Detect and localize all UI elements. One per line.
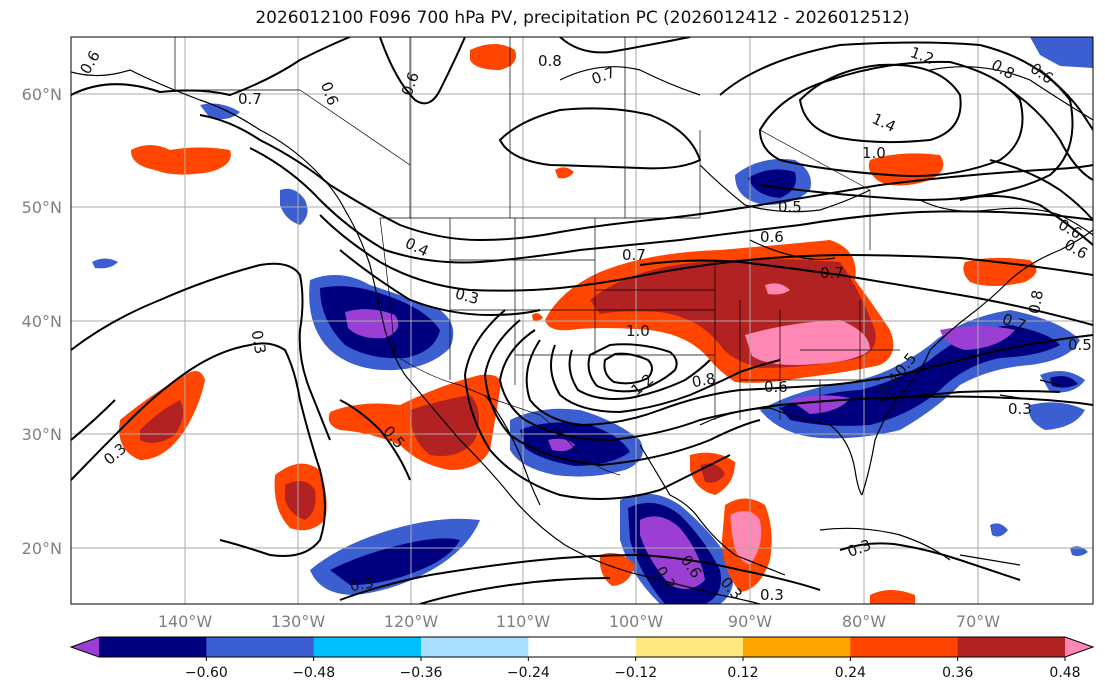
colorbar: −0.60 −0.48 −0.36 −0.24 −0.12 0.12 0.24 0.36 0.4… bbox=[69, 636, 1095, 681]
map-title: 2026012100 F096 700 hPa PV, precipitatio… bbox=[255, 8, 910, 28]
contour-label: 0.6 bbox=[764, 378, 788, 396]
colorbar-bin bbox=[99, 637, 207, 657]
lat-label: 50°N bbox=[22, 198, 62, 217]
colorbar-bin bbox=[635, 637, 744, 657]
contour-label: 0.8 bbox=[1025, 289, 1047, 316]
colorbar-tick-label: −0.36 bbox=[400, 665, 443, 681]
colorbar-extend-high bbox=[1065, 637, 1093, 657]
contour-label: 0.7 bbox=[238, 90, 262, 108]
contour-label: 0.5 bbox=[1068, 336, 1092, 354]
lon-label: 100°W bbox=[609, 612, 664, 631]
colorbar-bin bbox=[313, 637, 422, 657]
lon-label: 130°W bbox=[271, 612, 326, 631]
lon-label: 140°W bbox=[158, 612, 213, 631]
contour-label: 0.3 bbox=[348, 573, 375, 595]
lon-label: 80°W bbox=[842, 612, 886, 631]
lon-axis-labels: 140°W 130°W 120°W 110°W 100°W 90°W 80°W … bbox=[158, 612, 1000, 631]
lat-label: 60°N bbox=[22, 85, 62, 104]
colorbar-tick-label: 0.48 bbox=[1049, 665, 1080, 681]
colorbar-extend-low bbox=[71, 637, 99, 657]
contour-label: 1.0 bbox=[626, 322, 650, 340]
colorbar-bin bbox=[957, 637, 1066, 657]
colorbar-tick-label: −0.12 bbox=[614, 665, 657, 681]
contour-label: 0.8 bbox=[690, 369, 717, 391]
lat-label: 30°N bbox=[22, 425, 62, 444]
contour-label: 0.7 bbox=[622, 246, 646, 264]
contour-label: 0.6 bbox=[760, 228, 784, 246]
contour-label: 0.3 bbox=[248, 329, 270, 356]
colorbar-bin bbox=[850, 637, 959, 657]
colorbar-tick-label: −0.60 bbox=[185, 665, 228, 681]
colorbar-bin bbox=[206, 637, 315, 657]
contour-label: 0.3 bbox=[760, 586, 784, 604]
pv-contours bbox=[71, 37, 1093, 604]
precip-anomaly-fill bbox=[92, 37, 1093, 604]
lon-label: 70°W bbox=[956, 612, 1000, 631]
lon-label: 90°W bbox=[728, 612, 772, 631]
lat-label: 20°N bbox=[22, 539, 62, 558]
contour-label: 0.8 bbox=[538, 52, 562, 70]
colorbar-bin bbox=[421, 637, 529, 657]
colorbar-tick-label: −0.24 bbox=[507, 665, 550, 681]
lon-label: 110°W bbox=[496, 612, 551, 631]
colorbar-tick-label: 0.24 bbox=[835, 665, 866, 681]
graticule bbox=[71, 37, 1093, 604]
colorbar-tick-label: 0.36 bbox=[942, 665, 973, 681]
lat-axis-labels: 60°N 50°N 40°N 30°N 20°N bbox=[22, 85, 62, 558]
map-frame bbox=[70, 36, 1094, 605]
colorbar-tick-label: 0.12 bbox=[727, 665, 758, 681]
contour-label: 0.5 bbox=[778, 198, 802, 216]
lat-label: 40°N bbox=[22, 312, 62, 331]
colorbar-tick-label: −0.48 bbox=[292, 665, 335, 681]
colorbar-bin bbox=[528, 637, 637, 657]
colorbar-bin bbox=[743, 637, 851, 657]
contour-label: 0.7 bbox=[820, 264, 844, 282]
contour-label: 1.0 bbox=[862, 144, 886, 162]
contour-label: 0.3 bbox=[1008, 400, 1032, 418]
contour-label: 0.3 bbox=[453, 285, 481, 309]
lon-label: 120°W bbox=[384, 612, 439, 631]
